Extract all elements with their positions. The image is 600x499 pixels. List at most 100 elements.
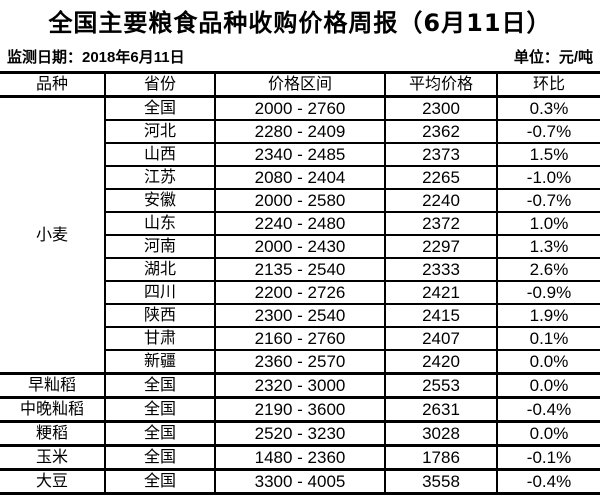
avg-price-cell: 3028 bbox=[384, 420, 498, 447]
price-range-cell: 3300 - 4005 bbox=[214, 468, 386, 495]
mom-change-cell: 0.1% bbox=[496, 326, 600, 351]
table-row: 中晚籼稻 全国 2190 - 3600 2631 -0.4% bbox=[0, 396, 600, 423]
province-cell: 山西 bbox=[105, 142, 216, 167]
variety-column-header: 品种 bbox=[0, 71, 106, 98]
variety-cell: 粳稻 bbox=[0, 420, 106, 447]
table-row: 河南 2000 - 2430 2297 1.3% bbox=[0, 234, 600, 259]
mom-change-cell: 0.0% bbox=[496, 420, 600, 447]
province-cell: 新疆 bbox=[105, 349, 216, 375]
mom-change-cell: -1.0% bbox=[496, 165, 600, 190]
variety-cell: 早籼稻 bbox=[0, 372, 106, 399]
table-header-row: 品种 省份 价格区间 平均价格 环比 bbox=[0, 71, 600, 98]
price-range-cell: 2000 - 2430 bbox=[214, 234, 386, 259]
avg-price-cell: 2420 bbox=[384, 349, 498, 375]
province-cell: 陕西 bbox=[105, 303, 216, 328]
table-row: 陕西 2300 - 2540 2415 1.9% bbox=[0, 303, 600, 328]
avg-price-cell: 2631 bbox=[384, 396, 498, 423]
avg-price-cell: 2362 bbox=[384, 119, 498, 144]
avg-price-cell: 2333 bbox=[384, 257, 498, 282]
monitor-date-label: 监测日期：2018年6月11日 bbox=[7, 49, 185, 66]
mom-change-cell: 0.0% bbox=[496, 349, 600, 375]
province-cell: 安徽 bbox=[105, 188, 216, 213]
province-cell: 湖北 bbox=[105, 257, 216, 282]
table-row: 甘肃 2160 - 2760 2407 0.1% bbox=[0, 326, 600, 351]
mom-change-column-header: 环比 bbox=[496, 71, 600, 98]
price-range-cell: 2080 - 2404 bbox=[214, 165, 386, 190]
avg-price-cell: 2407 bbox=[384, 326, 498, 351]
mom-change-cell: 2.6% bbox=[496, 257, 600, 282]
mom-change-cell: -0.7% bbox=[496, 188, 600, 213]
avg-price-cell: 2372 bbox=[384, 211, 498, 236]
table-row: 早籼稻 全国 2320 - 3000 2553 0.0% bbox=[0, 372, 600, 399]
price-range-cell: 2520 - 3230 bbox=[214, 420, 386, 447]
price-range-cell: 2240 - 2480 bbox=[214, 211, 386, 236]
table-row: 山东 2240 - 2480 2372 1.0% bbox=[0, 211, 600, 236]
table-row: 山西 2340 - 2485 2373 1.5% bbox=[0, 142, 600, 167]
mom-change-cell: 1.5% bbox=[496, 142, 600, 167]
province-cell: 全国 bbox=[104, 396, 216, 423]
page-title: 全国主要粮食品种收购价格周报（6月11日） bbox=[48, 9, 552, 37]
variety-cell: 中晚籼稻 bbox=[0, 396, 106, 423]
price-range-cell: 2280 - 2409 bbox=[214, 119, 386, 144]
avg-price-cell: 2373 bbox=[384, 142, 498, 167]
avg-price-cell: 2265 bbox=[384, 165, 498, 190]
price-range-cell: 2300 - 2540 bbox=[214, 303, 386, 328]
mom-change-cell: -0.4% bbox=[496, 396, 600, 423]
table-row: 安徽 2000 - 2580 2240 -0.7% bbox=[0, 188, 600, 213]
price-range-cell: 2340 - 2485 bbox=[214, 142, 386, 167]
province-column-header: 省份 bbox=[104, 71, 216, 98]
province-cell: 全国 bbox=[104, 95, 216, 121]
meta-row: 监测日期：2018年6月11日 单位：元/吨 bbox=[0, 38, 600, 71]
avg-price-cell: 3558 bbox=[384, 468, 498, 495]
province-cell: 山东 bbox=[105, 211, 216, 236]
mom-change-cell: -0.7% bbox=[496, 119, 600, 144]
price-range-cell: 2360 - 2570 bbox=[214, 349, 386, 375]
province-cell: 河南 bbox=[105, 234, 216, 259]
price-range-cell: 2200 - 2726 bbox=[214, 280, 386, 305]
price-range-cell: 2190 - 3600 bbox=[214, 396, 386, 423]
mom-change-cell: 0.3% bbox=[496, 95, 600, 121]
mom-change-cell: 1.0% bbox=[496, 211, 600, 236]
province-cell: 江苏 bbox=[105, 165, 216, 190]
unit-label: 单位：元/吨 bbox=[513, 49, 593, 66]
price-range-cell: 1480 - 2360 bbox=[214, 444, 386, 471]
table-row: 大豆 全国 3300 - 4005 3558 -0.4% bbox=[0, 468, 600, 495]
variety-cell: 玉米 bbox=[0, 444, 106, 471]
price-range-cell: 2000 - 2760 bbox=[214, 95, 386, 121]
mom-change-cell: -0.9% bbox=[496, 280, 600, 305]
avg-price-column-header: 平均价格 bbox=[384, 71, 498, 98]
table-row: 江苏 2080 - 2404 2265 -1.0% bbox=[0, 165, 600, 190]
province-cell: 全国 bbox=[104, 444, 216, 471]
province-cell: 全国 bbox=[104, 468, 216, 495]
table-row: 玉米 全国 1480 - 2360 1786 -0.1% bbox=[0, 444, 600, 471]
price-range-cell: 2320 - 3000 bbox=[214, 372, 386, 399]
avg-price-cell: 1786 bbox=[384, 444, 498, 471]
avg-price-cell: 2421 bbox=[384, 280, 498, 305]
price-range-cell: 2000 - 2580 bbox=[214, 188, 386, 213]
mom-change-cell: 1.9% bbox=[496, 303, 600, 328]
province-cell: 甘肃 bbox=[105, 326, 216, 351]
avg-price-cell: 2240 bbox=[384, 188, 498, 213]
province-cell: 四川 bbox=[105, 280, 216, 305]
variety-cell: 小麦 bbox=[0, 95, 106, 375]
table-row: 新疆 2360 - 2570 2420 0.0% bbox=[0, 349, 600, 375]
mom-change-cell: -0.4% bbox=[496, 468, 600, 495]
province-cell: 河北 bbox=[105, 119, 216, 144]
table-row: 小麦 全国 2000 - 2760 2300 0.3% bbox=[0, 95, 600, 375]
province-cell: 全国 bbox=[104, 420, 216, 447]
price-range-cell: 2160 - 2760 bbox=[214, 326, 386, 351]
price-range-cell: 2135 - 2540 bbox=[214, 257, 386, 282]
table-body: 小麦 全国 2000 - 2760 2300 0.3% 河北 2280 - 2409 2362… bbox=[0, 95, 600, 495]
avg-price-cell: 2415 bbox=[384, 303, 498, 328]
avg-price-cell: 2297 bbox=[384, 234, 498, 259]
avg-price-cell: 2300 bbox=[384, 95, 498, 121]
price-range-column-header: 价格区间 bbox=[214, 71, 386, 98]
table-row: 四川 2200 - 2726 2421 -0.9% bbox=[0, 280, 600, 305]
mom-change-cell: 1.3% bbox=[496, 234, 600, 259]
avg-price-cell: 2553 bbox=[384, 372, 498, 399]
mom-change-cell: -0.1% bbox=[496, 444, 600, 471]
mom-change-cell: 0.0% bbox=[496, 372, 600, 399]
variety-cell: 大豆 bbox=[0, 468, 106, 495]
price-table: 品种 省份 价格区间 平均价格 环比 小麦 全国 2000 - 2760 2300 0.… bbox=[0, 71, 600, 495]
